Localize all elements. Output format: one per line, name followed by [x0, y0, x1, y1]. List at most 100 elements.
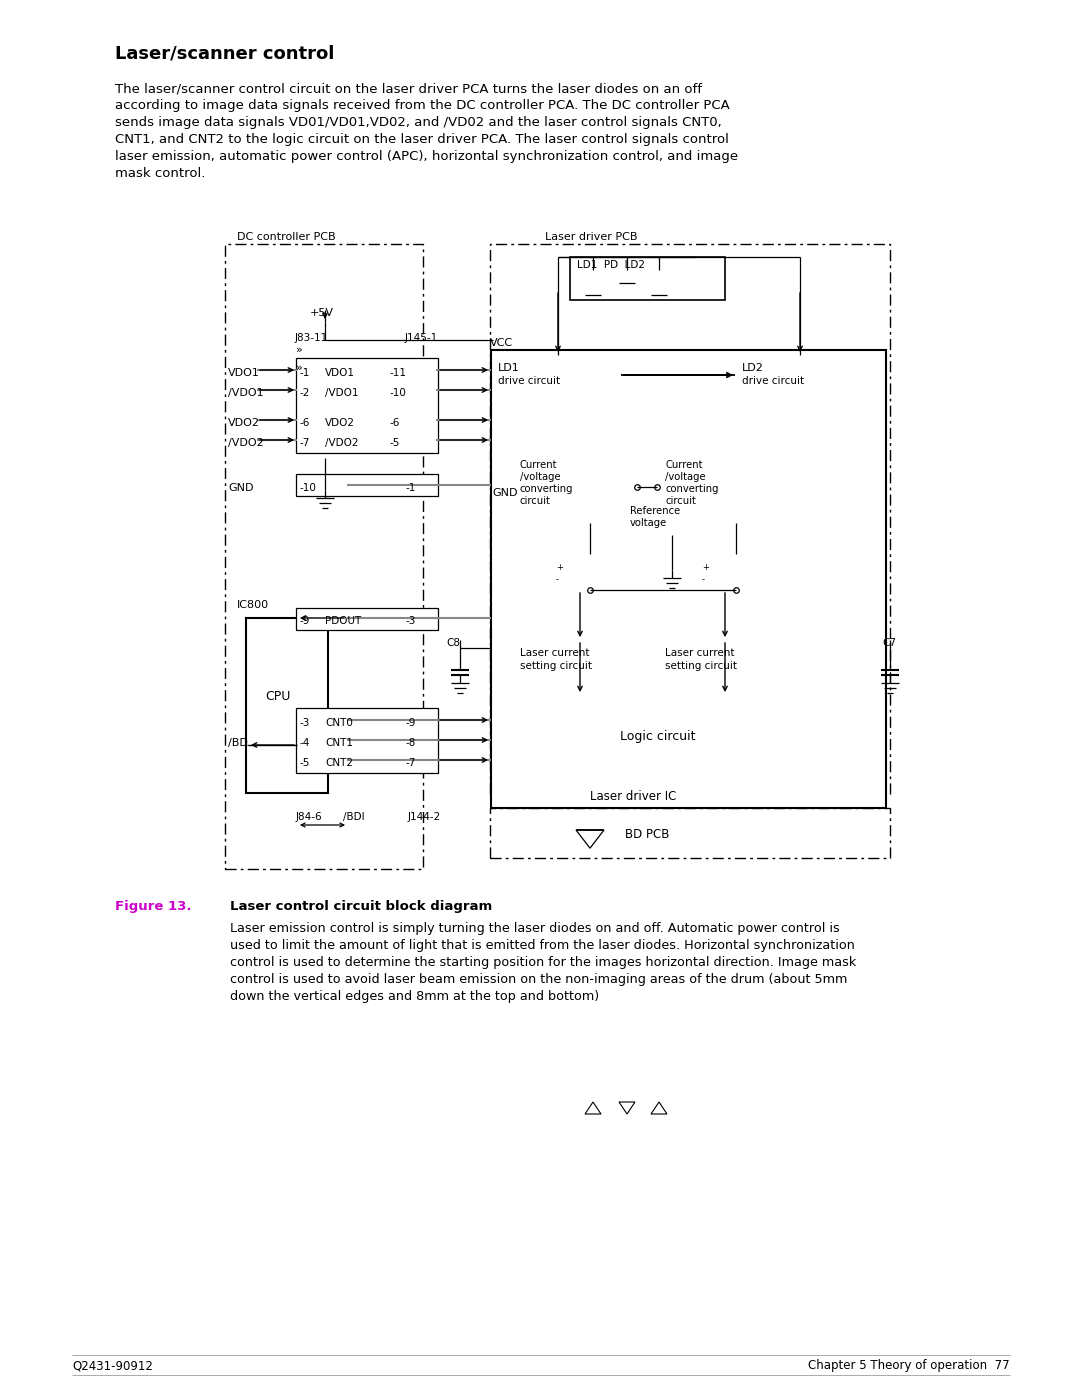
Text: LD1  PD  LD2: LD1 PD LD2: [577, 260, 645, 270]
Text: LD2: LD2: [742, 363, 764, 373]
Text: -: -: [556, 576, 559, 584]
Bar: [296, 358, 438, 453]
Text: Figure 13.: Figure 13.: [114, 900, 191, 914]
Text: J84-6: J84-6: [296, 812, 323, 821]
Text: IC800: IC800: [237, 599, 269, 610]
Text: -11: -11: [390, 367, 407, 379]
Text: /VDO1: /VDO1: [228, 388, 264, 398]
Bar: [570, 257, 725, 300]
Text: -8: -8: [406, 738, 417, 747]
Bar: [491, 351, 886, 807]
Text: »: »: [296, 363, 302, 373]
Text: -1: -1: [406, 483, 417, 493]
Text: J145-1: J145-1: [405, 332, 438, 344]
Bar: [491, 785, 841, 807]
Text: -: -: [702, 576, 705, 584]
Text: GND: GND: [228, 483, 254, 493]
Text: -10: -10: [299, 483, 315, 493]
Text: Laser driver IC: Laser driver IC: [590, 789, 676, 803]
Text: C8: C8: [446, 638, 460, 648]
Text: +5V: +5V: [310, 307, 334, 319]
Text: Laser current: Laser current: [665, 648, 734, 658]
Bar: [660, 640, 789, 694]
Text: circuit: circuit: [519, 496, 551, 506]
Bar: [515, 640, 645, 694]
Text: Laser emission control is simply turning the laser diodes on and off. Automatic : Laser emission control is simply turning…: [230, 922, 840, 935]
Text: LD1: LD1: [498, 363, 519, 373]
Text: GND: GND: [492, 488, 517, 497]
Text: CNT1, and CNT2 to the logic circuit on the laser driver PCA. The laser control s: CNT1, and CNT2 to the logic circuit on t…: [114, 133, 729, 147]
Text: setting circuit: setting circuit: [665, 661, 737, 671]
Text: converting: converting: [665, 483, 718, 495]
Text: down the vertical edges and 8mm at the top and bottom): down the vertical edges and 8mm at the t…: [230, 990, 599, 1003]
Bar: [296, 608, 438, 630]
Text: BD PCB: BD PCB: [625, 828, 670, 841]
Text: VDO1: VDO1: [228, 367, 260, 379]
Text: The laser/scanner control circuit on the laser driver PCA turns the laser diodes: The laser/scanner control circuit on the…: [114, 82, 702, 95]
Text: -1: -1: [299, 367, 309, 379]
Text: Laser control circuit block diagram: Laser control circuit block diagram: [230, 900, 492, 914]
Text: Current: Current: [519, 460, 557, 469]
Text: -7: -7: [406, 759, 417, 768]
Bar: [490, 244, 890, 793]
Bar: [660, 455, 770, 522]
Bar: [225, 244, 423, 869]
Text: »: »: [296, 345, 302, 355]
Text: /VDO1: /VDO1: [325, 388, 359, 398]
Text: -6: -6: [390, 418, 401, 427]
Text: Laser driver PCB: Laser driver PCB: [545, 232, 637, 242]
Text: J83-11: J83-11: [295, 332, 328, 344]
Text: +: +: [556, 563, 563, 573]
Text: DC controller PCB: DC controller PCB: [237, 232, 336, 242]
Text: -9: -9: [299, 616, 309, 626]
Text: -3: -3: [406, 616, 417, 626]
Text: voltage: voltage: [630, 518, 667, 528]
Text: Chapter 5 Theory of operation  77: Chapter 5 Theory of operation 77: [808, 1359, 1010, 1372]
Text: /BD: /BD: [228, 738, 248, 747]
Text: converting: converting: [519, 483, 573, 495]
Text: CNT1: CNT1: [325, 738, 353, 747]
Text: -6: -6: [299, 418, 309, 427]
Text: circuit: circuit: [665, 496, 696, 506]
Text: -5: -5: [390, 439, 401, 448]
Text: Q2431-90912: Q2431-90912: [72, 1359, 153, 1372]
Text: laser emission, automatic power control (APC), horizontal synchronization contro: laser emission, automatic power control …: [114, 149, 738, 163]
Text: VDO2: VDO2: [228, 418, 260, 427]
Text: drive circuit: drive circuit: [742, 376, 805, 386]
Text: CPU: CPU: [265, 690, 291, 703]
Text: Laser current: Laser current: [519, 648, 590, 658]
Bar: [735, 355, 865, 409]
Text: -2: -2: [299, 388, 309, 398]
Text: Reference: Reference: [630, 506, 680, 515]
Text: PDOUT: PDOUT: [325, 616, 361, 626]
Text: -5: -5: [299, 759, 309, 768]
Text: used to limit the amount of light that is emitted from the laser diodes. Horizon: used to limit the amount of light that i…: [230, 939, 855, 951]
Text: according to image data signals received from the DC controller PCA. The DC cont: according to image data signals received…: [114, 99, 730, 112]
Bar: [296, 708, 438, 773]
Text: C7: C7: [882, 638, 896, 648]
Text: CNT0: CNT0: [325, 718, 353, 728]
Text: mask control.: mask control.: [114, 168, 205, 180]
Text: +: +: [702, 563, 708, 573]
Text: VDO2: VDO2: [325, 418, 355, 427]
Text: drive circuit: drive circuit: [498, 376, 561, 386]
Text: -10: -10: [390, 388, 407, 398]
Text: /voltage: /voltage: [665, 472, 705, 482]
Text: Laser/scanner control: Laser/scanner control: [114, 43, 335, 61]
Text: -7: -7: [299, 439, 309, 448]
Text: -4: -4: [299, 738, 309, 747]
Text: Logic circuit: Logic circuit: [620, 731, 696, 743]
Text: /voltage: /voltage: [519, 472, 561, 482]
Text: J144-2: J144-2: [408, 812, 442, 821]
Text: /VDO2: /VDO2: [325, 439, 359, 448]
Bar: [246, 617, 328, 793]
Bar: [625, 500, 720, 535]
Bar: [491, 700, 841, 775]
Text: Current: Current: [665, 460, 702, 469]
Text: -3: -3: [299, 718, 309, 728]
Text: setting circuit: setting circuit: [519, 661, 592, 671]
Bar: [296, 474, 438, 496]
Text: control is used to avoid laser beam emission on the non-imaging areas of the dru: control is used to avoid laser beam emis…: [230, 972, 848, 986]
Text: VDO1: VDO1: [325, 367, 355, 379]
Text: -9: -9: [406, 718, 417, 728]
